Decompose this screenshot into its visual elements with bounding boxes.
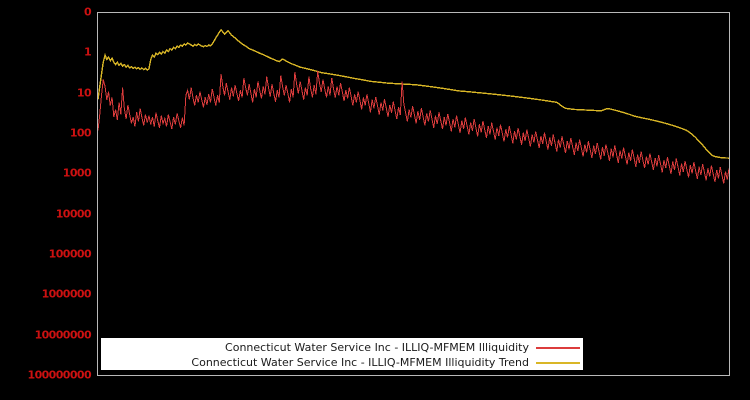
legend-swatch-illiquidity-trend <box>536 361 580 364</box>
y-axis-tick-label: 100 <box>69 126 92 140</box>
y-axis-tick-label: 10000 <box>55 207 92 221</box>
legend-entry-label: Connecticut Water Service Inc - ILLIQ-MF… <box>191 355 529 369</box>
y-axis-tick-label: 10 <box>76 86 92 100</box>
plot-clip <box>98 13 729 375</box>
legend-entry[interactable]: Connecticut Water Service Inc - ILLIQ-MF… <box>102 355 582 370</box>
legend-entry-label: Connecticut Water Service Inc - ILLIQ-MF… <box>225 340 529 354</box>
y-axis-tick-label: 10000000 <box>34 328 92 342</box>
y-axis-tick-label: 0 <box>83 5 92 19</box>
series-line-illiquidity-trend <box>98 28 729 159</box>
chart-legend: Connecticut Water Service Inc - ILLIQ-MF… <box>101 338 583 370</box>
legend-entry[interactable]: Connecticut Water Service Inc - ILLIQ-MF… <box>102 340 582 355</box>
y-axis: 0 1 10 100 1000 10000 100000 1000000 10000000 100… <box>0 0 97 400</box>
y-axis-tick-label: 1000 <box>62 166 92 180</box>
y-axis-tick-label: 100000 <box>48 247 92 261</box>
legend-swatch-illiquidity <box>536 346 580 349</box>
series-canvas <box>98 28 729 184</box>
plot-area <box>97 12 730 376</box>
series-line-illiquidity <box>98 70 729 184</box>
y-axis-tick-label: 100000000 <box>27 368 92 382</box>
y-axis-tick-label: 1 <box>83 45 92 59</box>
y-axis-tick-label: 1000000 <box>41 287 92 301</box>
